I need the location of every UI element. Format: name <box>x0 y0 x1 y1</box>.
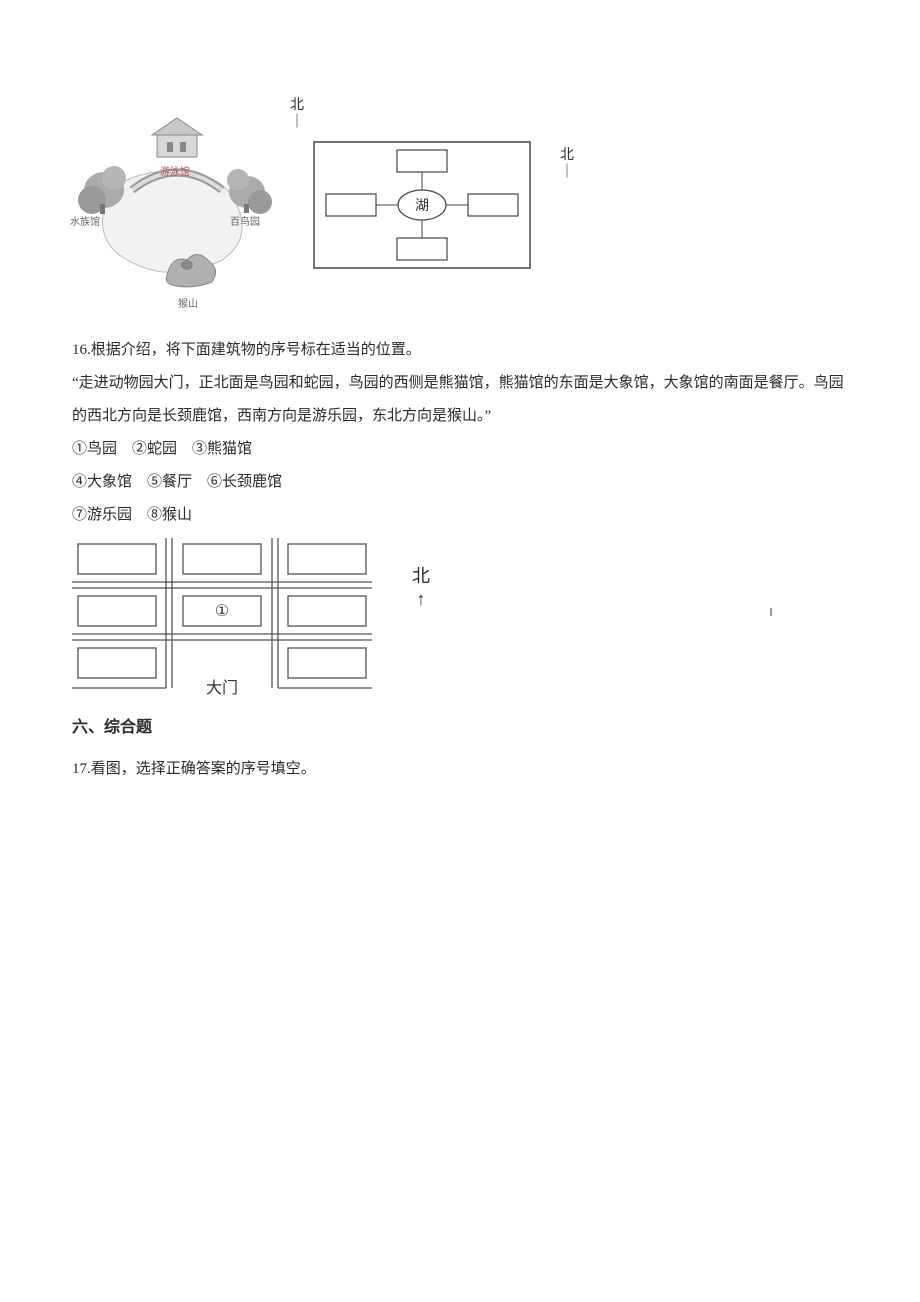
label-pool: 游泳馆 <box>160 162 190 184</box>
q16-options-3: ⑦游乐园 ⑧猴山 <box>72 499 848 532</box>
question-15-figures: 北 ｜ 游泳馆 水族 <box>72 100 848 310</box>
q16-number: 16. <box>72 342 91 358</box>
zoo-grid-svg: ① 大门 <box>72 538 372 698</box>
label-aquarium: 水族馆 <box>70 212 100 234</box>
q16-options-2: ④大象馆 ⑤餐厅 ⑥长颈鹿馆 <box>72 466 848 499</box>
label-monkey-hill: 猴山 <box>178 294 198 316</box>
section-6-heading: 六、综合题 <box>72 710 848 745</box>
north-char: 北 <box>412 566 430 586</box>
q16-options-1: ①鸟园 ②蛇园 ③熊猫馆 <box>72 433 848 466</box>
north-char: 北 <box>560 148 574 163</box>
q16-grid-wrap: ① 大门 北 ↑ <box>72 538 848 698</box>
q17-number: 17. <box>72 761 91 777</box>
grid-prefilled: ① <box>215 603 229 620</box>
lake-text: 湖 <box>415 198 429 214</box>
grid-gate: 大门 <box>206 679 238 697</box>
park-svg <box>72 100 282 310</box>
compass-north-1: 北 ｜ <box>290 98 304 132</box>
zoo-grid: ① 大门 <box>72 538 372 698</box>
compass-north-3: 北 ↑ <box>412 565 430 612</box>
compass-bar: ｜ <box>560 165 574 180</box>
north-char: 北 <box>290 98 304 113</box>
arrow-up-icon: ↑ <box>417 589 426 609</box>
q16-passage: “走进动物园大门，正北面是鸟园和蛇园，鸟园的西侧是熊猫馆，熊猫馆的东面是大象馆，… <box>72 367 848 433</box>
compass-north-2: 北 ｜ <box>560 148 574 182</box>
q17-line: 17.看图，选择正确答案的序号填空。 <box>72 753 848 786</box>
label-bird-garden: 百鸟园 <box>230 212 260 234</box>
q16-line: 16.根据介绍，将下面建筑物的序号标在适当的位置。 <box>72 334 848 367</box>
compass-bar: ｜ <box>290 115 304 130</box>
stray-mark <box>770 608 772 616</box>
q16-prompt: 根据介绍，将下面建筑物的序号标在适当的位置。 <box>91 342 421 358</box>
lake-diagram: 北 ｜ 湖 <box>312 140 532 270</box>
lake-svg: 湖 <box>312 140 532 270</box>
q17-prompt: 看图，选择正确答案的序号填空。 <box>91 761 316 777</box>
park-illustration: 北 ｜ 游泳馆 水族 <box>72 100 282 310</box>
